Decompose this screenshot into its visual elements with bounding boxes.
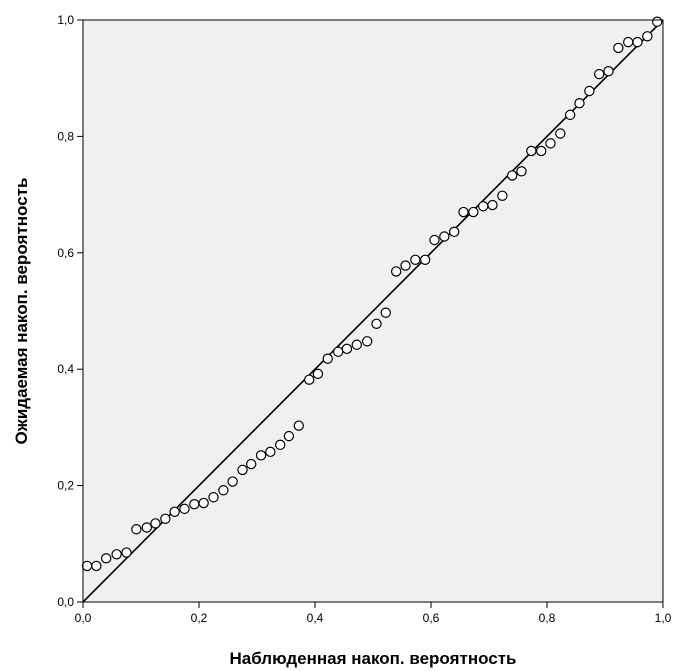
data-point	[179, 503, 190, 515]
data-point	[131, 524, 142, 535]
data-point	[603, 66, 614, 77]
data-point	[439, 231, 450, 242]
data-point	[410, 254, 421, 265]
data-point	[536, 145, 547, 157]
data-point	[516, 166, 527, 177]
data-point	[304, 374, 315, 385]
data-point	[100, 553, 112, 564]
data-point	[468, 206, 479, 218]
data-point	[584, 85, 595, 97]
data-point	[283, 430, 295, 442]
data-point	[497, 190, 508, 201]
data-point	[507, 170, 518, 181]
y-tick-label: 0,2	[57, 479, 74, 493]
data-point	[613, 42, 624, 54]
tick-labels: 0,0 0,2 0,4 0,6 0,8 1,0 0,0 0,2 0,4 0,6 0,8 1,0	[57, 13, 671, 625]
data-point	[362, 336, 373, 347]
y-tick-label: 0,0	[57, 595, 74, 609]
data-point	[275, 439, 286, 451]
data-point	[237, 464, 248, 476]
data-point	[478, 201, 489, 212]
data-point	[312, 368, 324, 380]
x-tick-label: 0,0	[75, 611, 92, 625]
data-points	[81, 16, 663, 572]
data-point	[420, 254, 431, 265]
x-tick-label: 0,4	[307, 611, 324, 625]
data-point	[565, 109, 576, 121]
data-point	[227, 476, 238, 487]
data-point	[487, 199, 498, 211]
data-point	[400, 260, 411, 271]
data-point	[91, 560, 102, 572]
y-tick-label: 1,0	[57, 13, 74, 27]
data-point	[208, 492, 219, 503]
data-point	[574, 98, 585, 109]
data-point	[81, 560, 93, 572]
data-point	[642, 31, 653, 42]
data-point	[322, 353, 333, 364]
data-point	[458, 206, 469, 218]
data-point	[141, 522, 152, 533]
data-point	[198, 497, 209, 509]
data-point	[632, 36, 643, 48]
data-point	[169, 506, 180, 517]
x-axis-title: Наблюденная накоп. вероятность	[229, 649, 516, 668]
data-point	[245, 458, 257, 470]
data-point	[594, 68, 605, 80]
x-tick-label: 0,2	[191, 611, 208, 625]
data-point	[218, 485, 229, 496]
y-axis-title: Ожидаемая накоп. вероятность	[12, 178, 31, 445]
axis-ticks	[77, 19, 664, 608]
plot-frame	[82, 19, 664, 603]
x-tick-label: 0,6	[423, 611, 440, 625]
data-point	[391, 266, 402, 277]
data-point	[111, 549, 122, 560]
data-point	[526, 145, 537, 157]
data-point	[351, 339, 362, 350]
data-point	[150, 518, 161, 529]
data-point	[121, 547, 132, 558]
data-point	[160, 513, 171, 524]
data-point	[429, 234, 440, 246]
data-point	[371, 318, 382, 330]
data-point	[449, 226, 460, 238]
data-point	[189, 499, 200, 510]
data-point	[555, 128, 566, 139]
data-point	[333, 346, 344, 357]
data-point	[341, 343, 353, 355]
data-point	[255, 450, 267, 461]
y-tick-label: 0,4	[57, 362, 74, 376]
data-point	[380, 307, 391, 318]
data-point	[293, 420, 304, 431]
x-tick-label: 0,8	[539, 611, 556, 625]
data-point	[623, 36, 634, 48]
y-tick-label: 0,8	[57, 129, 74, 143]
x-tick-label: 1,0	[655, 611, 672, 625]
data-point	[265, 446, 276, 458]
data-point	[652, 16, 663, 27]
data-point	[545, 138, 556, 149]
y-tick-label: 0,6	[57, 246, 74, 260]
